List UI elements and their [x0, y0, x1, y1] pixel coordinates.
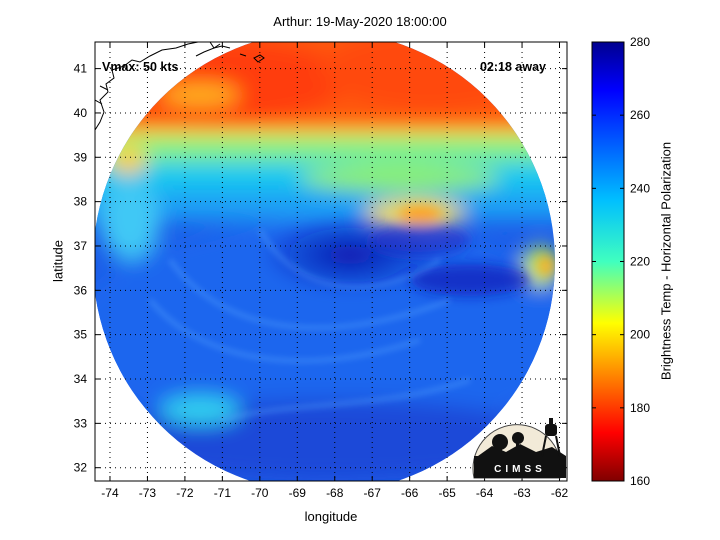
colorbar-tick-label: 240 [630, 181, 650, 195]
y-tick-label: 41 [74, 62, 88, 76]
x-tick-label: -67 [364, 486, 382, 500]
colorbar [592, 42, 624, 481]
colorbar-label: Brightness Temp - Horizontal Polarizatio… [658, 141, 674, 381]
x-tick-label: -66 [401, 486, 419, 500]
colorbar-tick-label: 280 [630, 35, 650, 49]
y-tick-labels: 32 33 34 35 36 37 38 39 40 41 [74, 62, 88, 475]
x-tick-label: -68 [326, 486, 344, 500]
y-tick-label: 32 [74, 461, 88, 475]
x-tick-label: -63 [513, 486, 531, 500]
y-tick-label: 40 [74, 106, 88, 120]
x-tick-labels: -74 -73 -72 -71 -70 -69 -68 -67 -66 -65 -64 -63 -62 [101, 486, 568, 500]
y-tick-label: 38 [74, 195, 88, 209]
logo-text: CIMSS [494, 464, 546, 475]
coastline [95, 42, 265, 131]
y-tick-label: 35 [74, 328, 88, 342]
colorbar-ticks: 160 180 200 220 240 260 280 [592, 35, 650, 488]
x-tick-label: -69 [289, 486, 307, 500]
time-away-label: 02:18 away [480, 60, 546, 74]
x-tick-label: -62 [551, 486, 569, 500]
colorbar-tick-label: 220 [630, 255, 650, 269]
colorbar-tick-label: 260 [630, 108, 650, 122]
axis-ticks [95, 42, 567, 481]
x-tick-label: -65 [438, 486, 456, 500]
x-tick-label: -71 [214, 486, 232, 500]
y-tick-label: 33 [74, 416, 88, 430]
chart-title: Arthur: 19-May-2020 18:00:00 [273, 14, 447, 29]
vmax-label: Vmax: 50 kts [102, 60, 178, 74]
x-tick-label: -64 [476, 486, 494, 500]
x-tick-label: -73 [139, 486, 157, 500]
swath-disk [95, 42, 555, 481]
grid-lines [95, 42, 567, 481]
y-tick-label: 37 [74, 239, 88, 253]
colorbar-tick-label: 200 [630, 328, 650, 342]
colorbar-tick-label: 160 [630, 474, 650, 488]
colorbar-tick-label: 180 [630, 401, 650, 415]
y-tick-label: 39 [74, 150, 88, 164]
axes-frame [94, 41, 568, 482]
x-tick-label: -70 [251, 486, 269, 500]
cimss-logo: CIMSS [472, 418, 566, 479]
y-tick-label: 34 [74, 372, 88, 386]
x-tick-label: -74 [101, 486, 119, 500]
x-axis-label: longitude [304, 509, 358, 524]
x-tick-label: -72 [176, 486, 194, 500]
y-axis-label: latitude [50, 240, 66, 282]
y-tick-label: 36 [74, 283, 88, 297]
